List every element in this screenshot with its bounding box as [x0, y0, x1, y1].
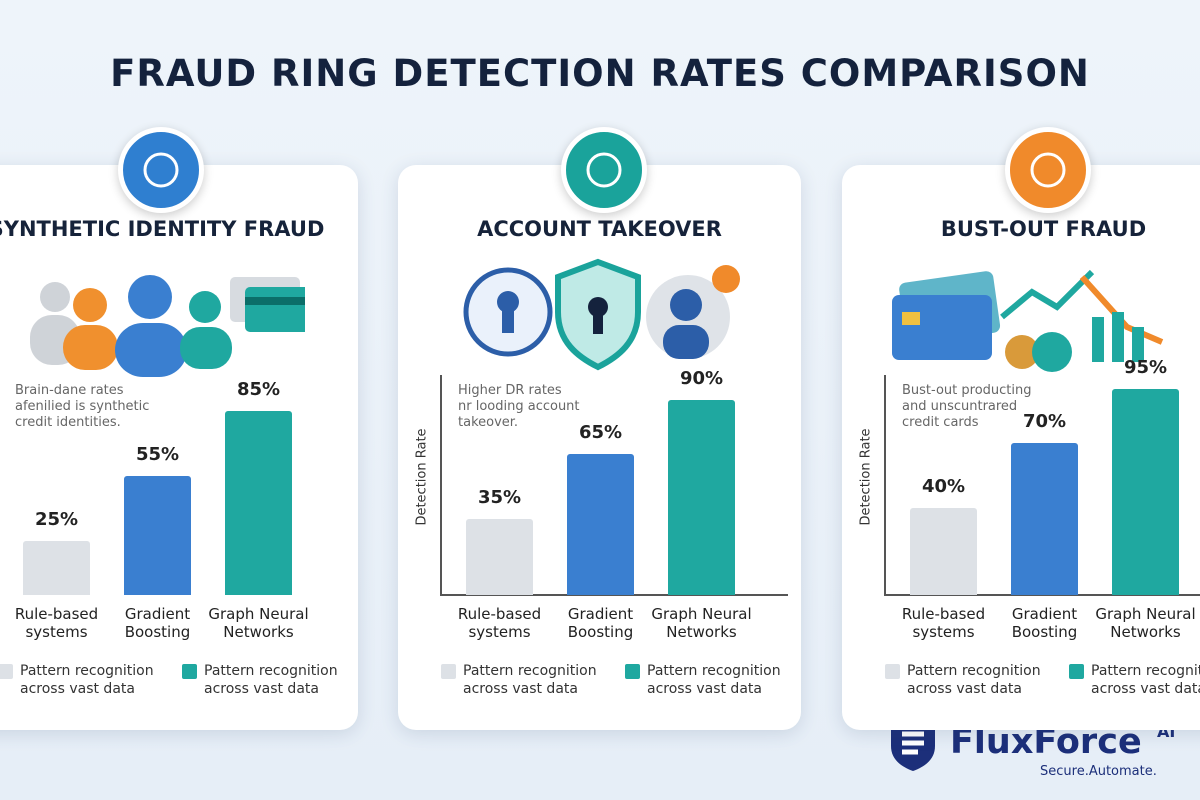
x-axis-line — [440, 594, 788, 596]
legend-label: Pattern recognition across vast data — [20, 663, 154, 697]
value-label: 40% — [921, 476, 966, 498]
legend-swatch — [441, 664, 456, 679]
x-axis-line — [884, 594, 1200, 596]
x-tick-label: Gradient Boosting — [1011, 605, 1078, 641]
legend-label: Pattern recognition across vast data — [907, 663, 1041, 697]
description: Higher DR rates nr looding account takeo… — [458, 383, 580, 430]
bar — [1112, 388, 1179, 595]
chart-panel: ACCOUNT TAKEOVER Higher DR rates nr loodi… — [398, 165, 801, 730]
value-label: 85% — [236, 378, 281, 400]
y-axis-line — [440, 375, 442, 595]
bar — [910, 508, 977, 595]
brand-tagline: Secure.Automate. — [1040, 764, 1157, 779]
page-title: FRAUD RING DETECTION RATES COMPARISON — [110, 52, 1090, 95]
bar — [567, 453, 634, 595]
bar — [124, 475, 191, 595]
bar — [466, 519, 533, 595]
panel-icon — [561, 127, 647, 213]
chart-title: BUST-OUT FRAUD — [940, 217, 1147, 241]
x-tick-label: Graph Neural Networks — [1095, 605, 1196, 641]
value-label: 70% — [1022, 411, 1067, 433]
bar — [23, 540, 90, 595]
x-tick-label: Graph Neural Networks — [651, 605, 752, 641]
value-label: 65% — [578, 421, 623, 443]
legend-label: Pattern recognition across vast data — [204, 663, 338, 697]
chart-panel: BUST-OUT FRAUD Bust-out producting and un… — [842, 165, 1200, 730]
icon-glyph — [143, 152, 179, 188]
icon-glyph — [1030, 152, 1066, 188]
illustration — [448, 257, 748, 377]
x-tick-label: Graph Neural Networks — [208, 605, 309, 641]
panel-icon — [1005, 127, 1091, 213]
value-label: 90% — [679, 367, 724, 389]
legend-label: Pattern recognition across vast data — [647, 663, 781, 697]
y-axis-line — [884, 375, 886, 595]
x-tick-label: Gradient Boosting — [124, 605, 191, 641]
x-tick-label: Rule-based systems — [901, 605, 986, 641]
legend-swatch — [625, 664, 640, 679]
icon-glyph — [586, 152, 622, 188]
legend-label: Pattern recognition across vast data — [1091, 663, 1200, 697]
bar — [668, 399, 735, 595]
legend-label: Pattern recognition across vast data — [463, 663, 597, 697]
bar — [225, 410, 292, 595]
y-axis-label: Detection Rate — [414, 428, 430, 526]
x-tick-label: Gradient Boosting — [567, 605, 634, 641]
logo-shield — [891, 718, 935, 771]
legend-swatch — [0, 664, 13, 679]
value-label: 95% — [1123, 356, 1168, 378]
description: Brain-dane rates afenilied is synthetic … — [15, 383, 150, 430]
y-axis-label: Detection Rate — [858, 428, 874, 526]
description: Bust-out producting and unscuntrared cre… — [902, 383, 1032, 430]
value-label: 25% — [34, 508, 79, 530]
value-label: 55% — [135, 443, 180, 465]
value-label: 35% — [477, 487, 522, 509]
illustration — [892, 257, 1192, 377]
legend-swatch — [182, 664, 197, 679]
legend-swatch — [885, 664, 900, 679]
chart-title: SYNTHETIC IDENTITY FRAUD — [0, 217, 325, 241]
x-tick-label: Rule-based systems — [14, 605, 99, 641]
panel-icon — [118, 127, 204, 213]
x-tick-label: Rule-based systems — [457, 605, 542, 641]
logo — [888, 716, 938, 772]
legend-swatch — [1069, 664, 1084, 679]
illustration — [5, 257, 315, 377]
bar — [1011, 443, 1078, 595]
chart-panel: SYNTHETIC IDENTITY FRAUD Brain-dane rates… — [0, 165, 358, 730]
chart-title: ACCOUNT TAKEOVER — [477, 217, 722, 241]
